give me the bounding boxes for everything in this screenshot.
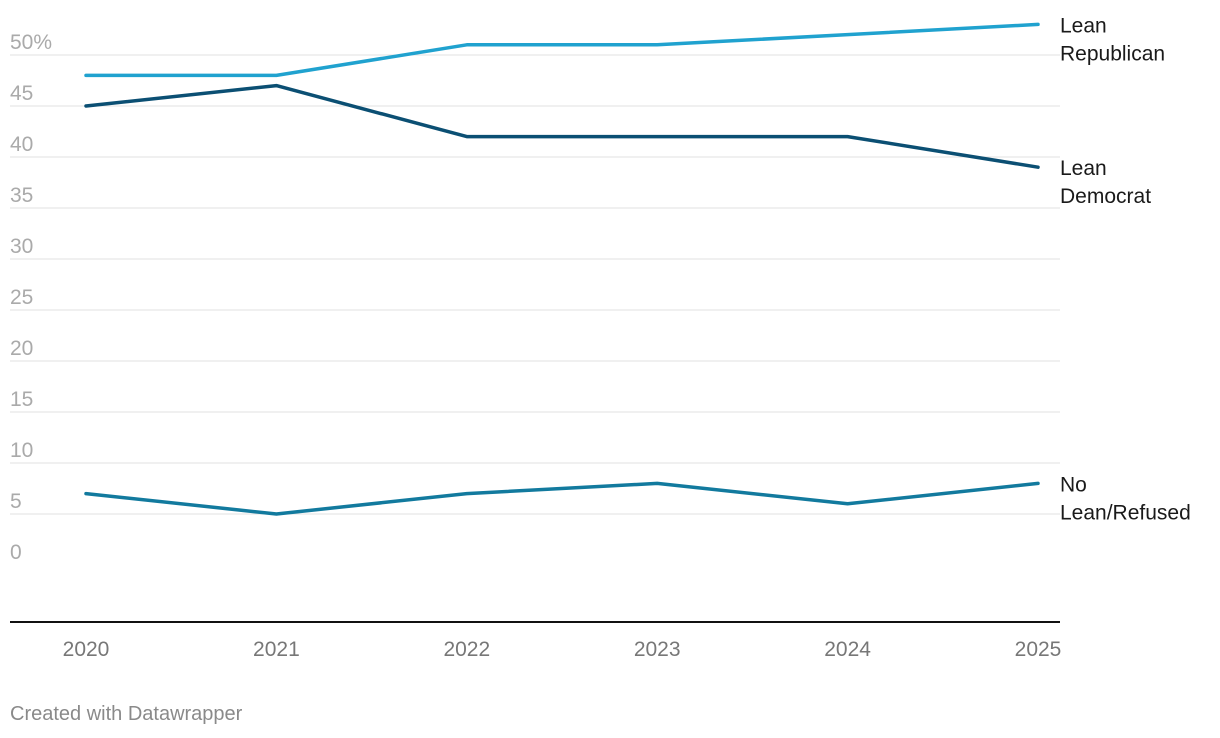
x-tick-label: 2024 xyxy=(824,638,871,661)
series-label: Republican xyxy=(1060,42,1165,65)
y-tick-label: 40 xyxy=(10,133,33,156)
x-tick-label: 2021 xyxy=(253,638,300,661)
y-tick-label: 35 xyxy=(10,184,33,207)
y-tick-label: 10 xyxy=(10,439,33,462)
y-tick-label: 15 xyxy=(10,388,33,411)
series-label: Lean xyxy=(1060,157,1107,180)
y-tick-label: 30 xyxy=(10,235,33,258)
series-label: No xyxy=(1060,473,1087,496)
series-label: Democrat xyxy=(1060,185,1151,208)
footer-credit: Created with Datawrapper xyxy=(10,703,243,725)
series-line-lean-democrat xyxy=(84,83,1040,169)
y-tick-label: 5 xyxy=(10,490,22,513)
x-tick-label: 2025 xyxy=(1015,638,1062,661)
series-line-no-lean-refused xyxy=(84,481,1040,516)
y-tick-label: 0 xyxy=(10,541,22,564)
y-tick-label: 20 xyxy=(10,337,33,360)
y-tick-label: 25 xyxy=(10,286,33,309)
series-line-lean-republican xyxy=(84,22,1040,78)
x-tick-label: 2023 xyxy=(634,638,681,661)
series-label: Lean xyxy=(1060,14,1107,37)
y-tick-label: 45 xyxy=(10,82,33,105)
x-tick-label: 2020 xyxy=(63,638,110,661)
series-label: Lean/Refused xyxy=(1060,501,1191,524)
y-tick-label: 50% xyxy=(10,31,52,54)
x-tick-label: 2022 xyxy=(443,638,490,661)
